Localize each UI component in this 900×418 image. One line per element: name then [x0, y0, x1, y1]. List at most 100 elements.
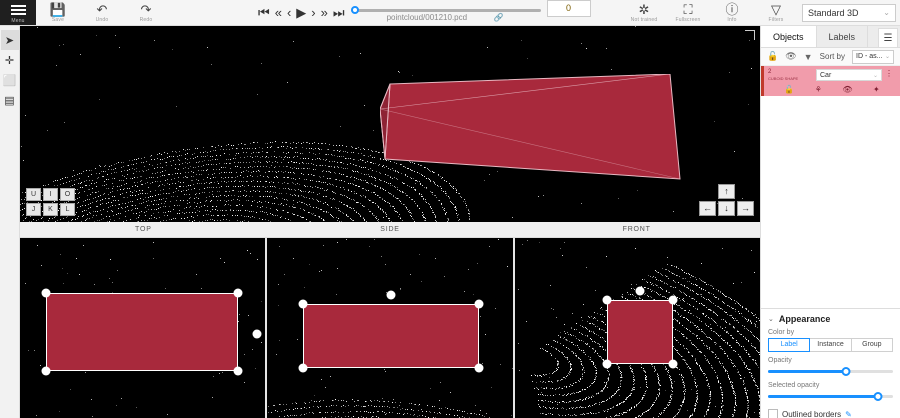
handle-top-right[interactable]	[234, 289, 243, 298]
pin-icon[interactable]: ⚘	[815, 85, 822, 94]
selected-opacity-knob[interactable]	[874, 392, 883, 401]
frame-slider-knob[interactable]	[351, 6, 359, 14]
cursor-tool-button[interactable]: ➤	[1, 30, 19, 50]
link-icon[interactable]: 🔗	[494, 13, 504, 22]
top-view[interactable]	[20, 238, 267, 418]
nav-down-button[interactable]: ↓	[718, 201, 735, 216]
box-top-view[interactable]	[46, 293, 238, 371]
redo-button[interactable]: ↷ Redo	[124, 0, 168, 25]
handle-top-left[interactable]	[42, 289, 51, 298]
keyframe-icon[interactable]: ✦	[873, 85, 880, 94]
handle-bottom-left[interactable]	[299, 364, 308, 373]
undo-button[interactable]: ↶ Undo	[80, 0, 124, 25]
fullscreen-button[interactable]: ⛶ Fullscreen	[666, 0, 710, 25]
outlined-borders-label: Outlined borders	[782, 410, 841, 418]
top-toolbar: Menu 💾 Save ↶ Undo ↷ Redo ⏮ « ‹ ▶ › » ⏭ …	[0, 0, 900, 26]
menu-label: Menu	[11, 18, 24, 24]
frame-slider[interactable]: pointcloud/001210.pcd 🔗	[351, 0, 541, 26]
filename-label: pointcloud/001210.pcd	[387, 13, 468, 22]
expand-all-icon[interactable]: ▼	[804, 52, 813, 62]
nav-up-button[interactable]: ↑	[718, 184, 735, 199]
side-view[interactable]	[267, 238, 514, 418]
handle-top-left[interactable]	[602, 296, 611, 305]
outlined-borders-checkbox[interactable]	[768, 409, 778, 418]
nav-right-button[interactable]: →	[737, 201, 754, 216]
handle-bottom-right[interactable]	[668, 360, 677, 369]
info-button[interactable]: ⓘ Info	[710, 0, 754, 25]
handle-top-right[interactable]	[475, 300, 484, 309]
object-label-select[interactable]: Car ⌄	[816, 69, 882, 81]
group-icon: ▤	[4, 94, 14, 107]
pencil-icon[interactable]: ✎	[845, 410, 852, 418]
lock-all-icon[interactable]: 🔓	[767, 51, 778, 62]
front-view[interactable]	[515, 238, 760, 418]
handle-bottom-left[interactable]	[602, 360, 611, 369]
chevron-down-icon: ⌄	[883, 8, 890, 17]
object-id: 2	[768, 69, 816, 75]
annotation-tool-root: Menu 💾 Save ↶ Undo ↷ Redo ⏮ « ‹ ▶ › » ⏭ …	[0, 0, 900, 418]
filters-button[interactable]: ▽ Filters	[754, 0, 798, 25]
cuboid-tool-button[interactable]: ⬜	[1, 70, 19, 90]
opacity-knob[interactable]	[841, 367, 850, 376]
color-by-label: Color by	[768, 329, 893, 336]
filters-label: Filters	[768, 17, 783, 23]
objects-sidebar: ☰ Objects Labels 🔓 👁 ▼ Sort by ID - as..…	[760, 26, 900, 418]
panel-toggle-button[interactable]: ☰	[878, 28, 898, 48]
handle-rotate[interactable]	[635, 287, 644, 296]
lock-icon[interactable]: 🔓	[784, 85, 794, 94]
play-button[interactable]: ▶	[296, 6, 306, 19]
key-k[interactable]: K	[43, 203, 58, 216]
perspective-3d-view[interactable]: U I O J K L ↑ ← ↓ →	[20, 26, 760, 222]
key-j[interactable]: J	[26, 203, 41, 216]
group-tool-button[interactable]: ▤	[1, 90, 19, 110]
nav-left-button[interactable]: ←	[699, 201, 716, 216]
sort-by-select[interactable]: ID - as... ⌄	[852, 50, 894, 64]
color-by-instance-option[interactable]: Instance	[810, 338, 851, 352]
previous-frame-button[interactable]: ‹	[287, 6, 291, 19]
workspace-select[interactable]: Standard 3D ⌄	[802, 4, 896, 22]
handle-bottom-right[interactable]	[234, 367, 243, 376]
last-frame-button[interactable]: ⏭	[333, 6, 345, 19]
color-by-group-option[interactable]: Group	[852, 338, 893, 352]
object-item-row[interactable]: 2 CUBOID SHAPE Car ⌄ ⋮ 🔓 ⚘ 👁 ✦	[761, 66, 900, 96]
opacity-slider[interactable]	[768, 366, 893, 377]
object-type-label: CUBOID SHAPE	[768, 76, 816, 82]
menu-button[interactable]: Menu	[0, 0, 36, 25]
cuboid-icon: ⬜	[3, 74, 17, 87]
move-tool-button[interactable]: ✛	[1, 50, 19, 70]
handle-bottom-right[interactable]	[475, 364, 484, 373]
frame-number-input[interactable]: 0	[547, 0, 591, 17]
tab-labels[interactable]: Labels	[817, 26, 869, 47]
handle-rotate[interactable]	[253, 330, 262, 339]
sort-by-label: Sort by	[820, 52, 845, 61]
first-frame-button[interactable]: ⏮	[258, 6, 270, 19]
not-trained-button[interactable]: ✲ Not trained	[622, 0, 666, 25]
tab-objects[interactable]: Objects	[761, 26, 817, 47]
hide-icon[interactable]: 👁	[842, 85, 852, 94]
frame-slider-track[interactable]	[351, 9, 541, 12]
cuboid-annotation-3d[interactable]	[380, 74, 700, 199]
next-frame-button[interactable]: ›	[311, 6, 315, 19]
hamburger-icon	[11, 3, 26, 17]
box-front-view[interactable]	[607, 300, 673, 364]
key-o[interactable]: O	[60, 188, 75, 201]
appearance-header[interactable]: ⌄ Appearance	[768, 314, 893, 324]
rewind-frames-button[interactable]: «	[275, 6, 282, 19]
object-menu-button[interactable]: ⋮	[885, 69, 893, 78]
handle-top-right[interactable]	[668, 296, 677, 305]
color-by-label-option[interactable]: Label	[768, 338, 810, 352]
expand-view-icon[interactable]	[744, 30, 755, 41]
selected-opacity-slider[interactable]	[768, 391, 893, 402]
handle-top-left[interactable]	[299, 300, 308, 309]
handle-rotate[interactable]	[387, 291, 396, 300]
key-u[interactable]: U	[26, 188, 41, 201]
hide-all-icon[interactable]: 👁	[785, 51, 796, 62]
chevron-down-icon: ⌄	[768, 315, 774, 323]
handle-bottom-left[interactable]	[42, 367, 51, 376]
box-side-view[interactable]	[303, 304, 479, 368]
left-toolbar: ➤ ✛ ⬜ ▤	[0, 26, 20, 418]
key-i[interactable]: I	[43, 188, 58, 201]
key-l[interactable]: L	[60, 203, 75, 216]
forward-frames-button[interactable]: »	[321, 6, 328, 19]
save-button[interactable]: 💾 Save	[36, 0, 80, 25]
